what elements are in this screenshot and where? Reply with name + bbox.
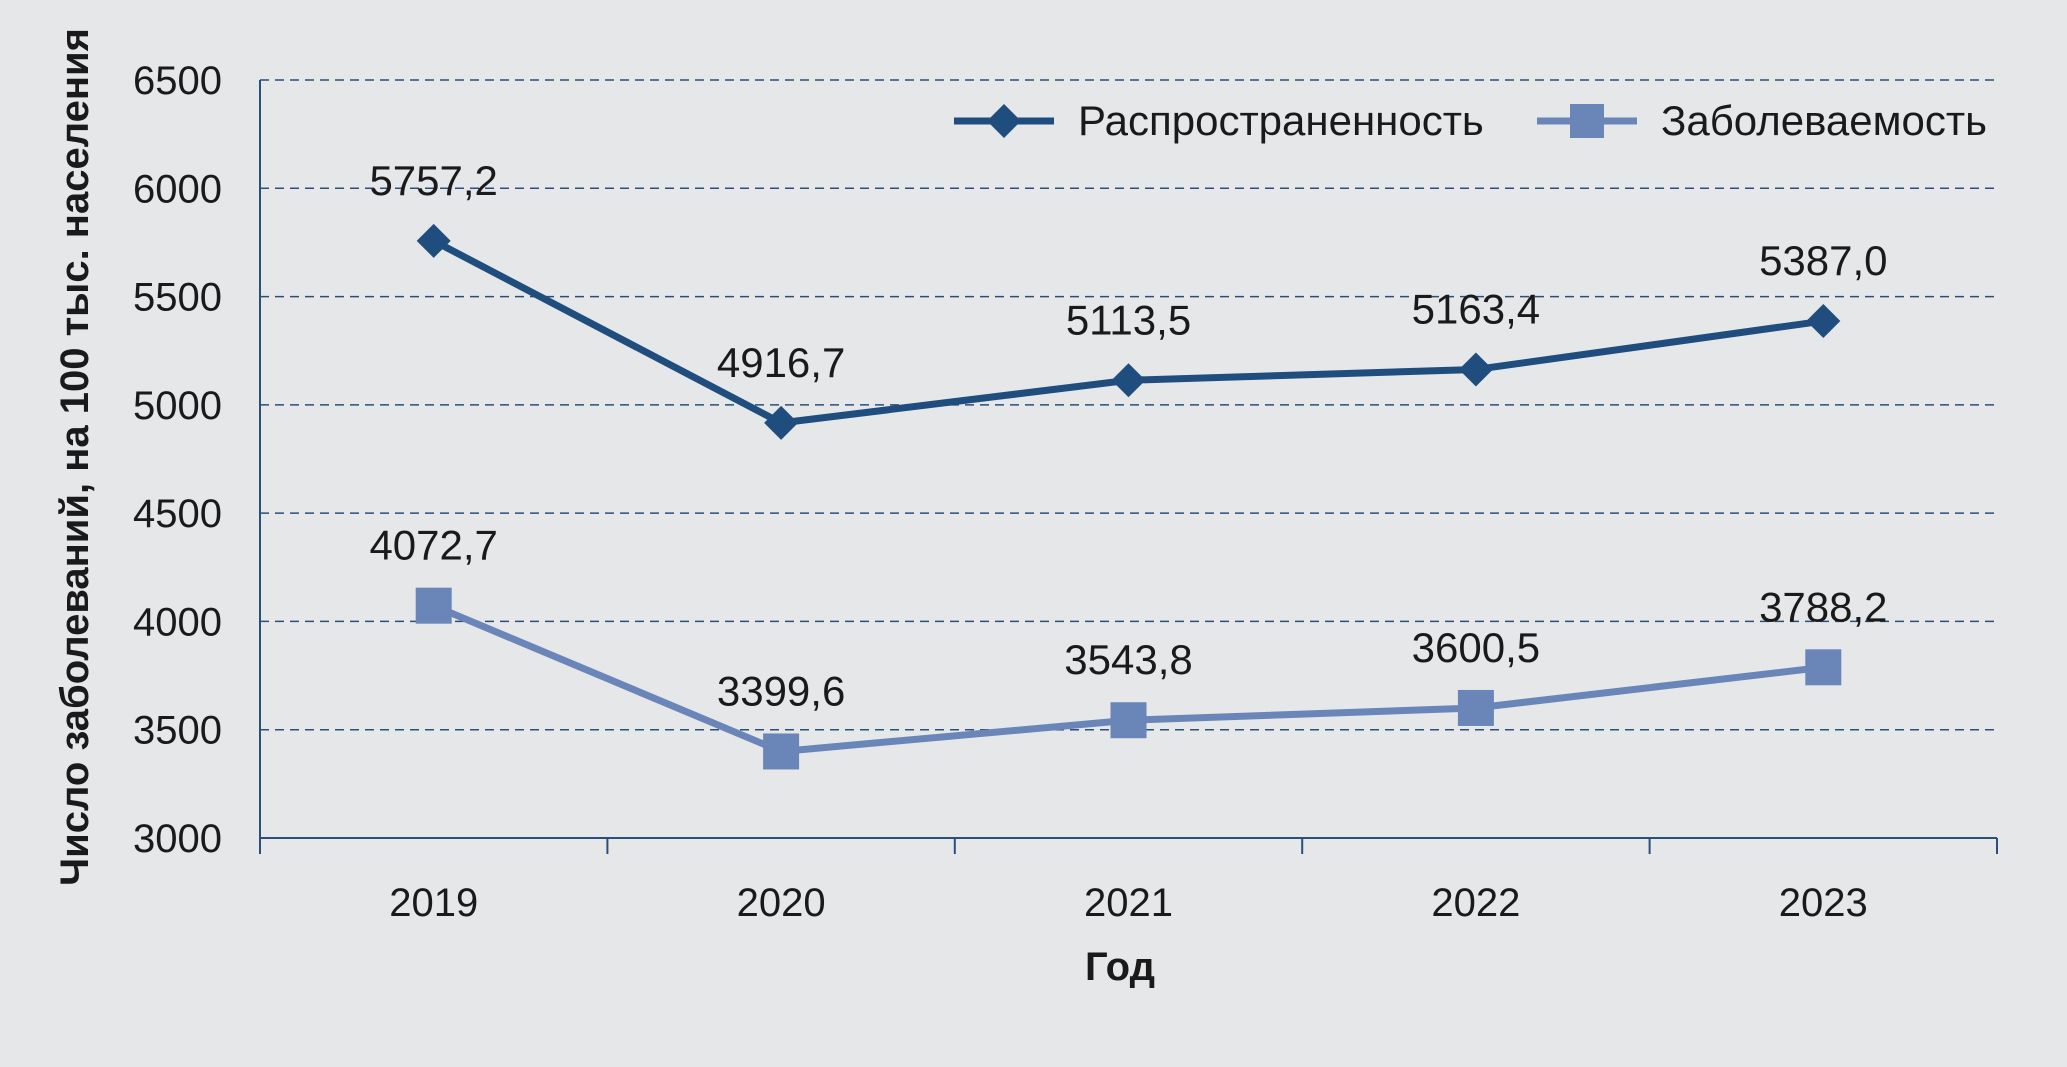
data-point-diamond: [416, 223, 451, 258]
y-tick-label: 6500: [133, 59, 222, 103]
data-point-square: [415, 587, 452, 624]
x-tick-label: 2023: [1779, 881, 1868, 925]
data-point-diamond: [1458, 352, 1493, 387]
data-point-diamond: [1806, 304, 1841, 339]
data-point-square: [1110, 702, 1147, 739]
data-label: 5757,2: [369, 157, 497, 204]
x-tick-label: 2019: [389, 881, 478, 925]
data-point-square: [763, 733, 800, 770]
data-point-diamond: [764, 405, 799, 440]
legend-marker-diamond-icon: [987, 104, 1021, 138]
y-tick-label: 5000: [133, 384, 222, 428]
data-point-square: [1805, 649, 1842, 686]
legend: Распространенность Заболеваемость: [954, 97, 1987, 144]
data-label: 5163,4: [1412, 285, 1540, 332]
data-point-diamond: [1111, 363, 1146, 398]
legend-item-prevalence: Распространенность: [954, 97, 1484, 144]
axes: 3000 3500 4000 4500 5000 5500 6000 6500 2019 2020…: [133, 59, 1998, 925]
x-axis-title: Год: [1085, 945, 1155, 989]
y-tick-label: 5500: [133, 276, 222, 320]
data-label: 3543,8: [1064, 636, 1192, 683]
legend-item-incidence: Заболеваемость: [1537, 97, 1987, 144]
y-tick-label: 6000: [133, 167, 222, 211]
gridlines: [260, 79, 1997, 731]
y-tick-label: 3000: [133, 817, 222, 861]
legend-marker-square-icon: [1570, 104, 1604, 138]
x-tick-label: 2020: [737, 881, 826, 925]
x-tick-label: 2022: [1431, 881, 1520, 925]
data-point-square: [1457, 689, 1494, 726]
x-tick-label: 2021: [1084, 881, 1173, 925]
legend-label-incidence: Заболеваемость: [1661, 97, 1987, 144]
data-label: 3788,2: [1759, 583, 1887, 630]
data-label: 4072,7: [369, 522, 497, 569]
y-axis-title: Число заболеваний, на 100 тыс. населения: [53, 28, 97, 886]
series-layer: [415, 223, 1842, 770]
y-tick-label: 4500: [133, 492, 222, 536]
legend-label-prevalence: Распространенность: [1078, 97, 1484, 144]
data-label: 3600,5: [1412, 624, 1540, 671]
y-tick-label: 4000: [133, 600, 222, 644]
data-label: 3399,6: [717, 667, 845, 714]
data-labels: 5757,2 4916,7 5113,5 5163,4 5387,0 4072,7 3399…: [369, 157, 1887, 715]
y-tick-label: 3500: [133, 709, 222, 753]
data-label: 4916,7: [717, 339, 845, 386]
data-label: 5387,0: [1759, 237, 1887, 284]
data-label: 5113,5: [1066, 296, 1191, 343]
